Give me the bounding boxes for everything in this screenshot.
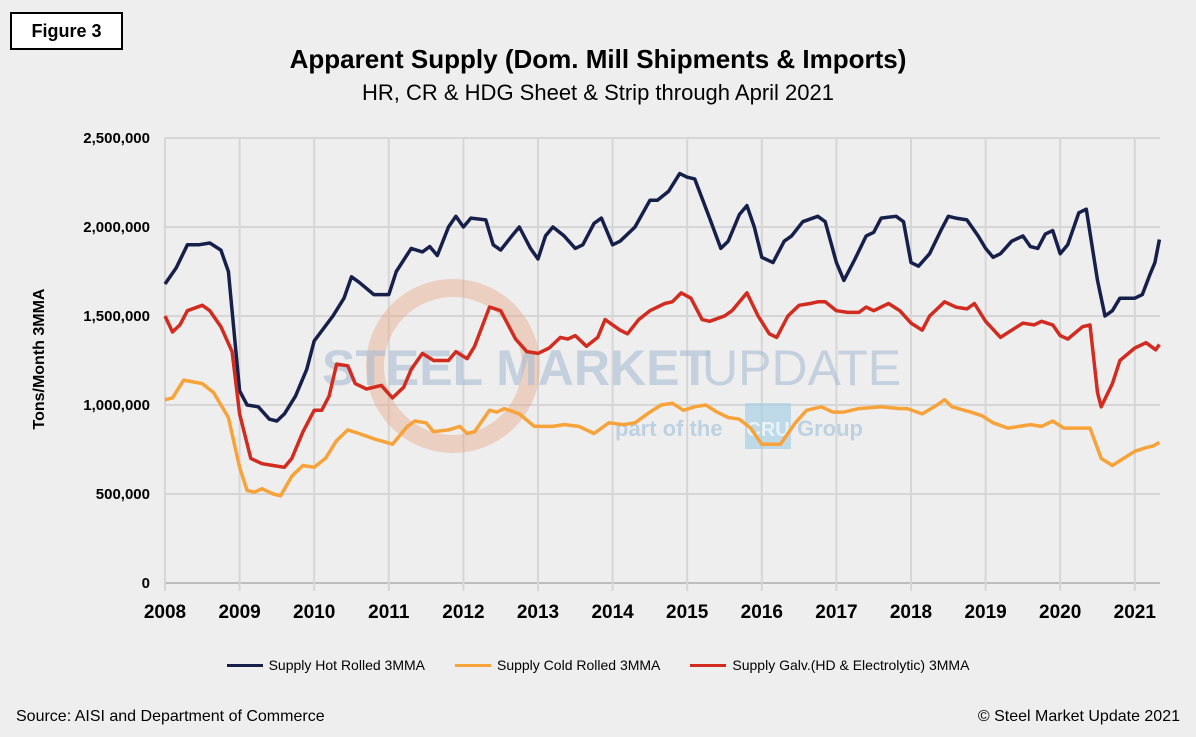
- legend-item-cold-rolled: Supply Cold Rolled 3MMA: [454, 657, 660, 673]
- watermark-logo: STEEL MARKET: [322, 340, 710, 396]
- series-line-cold-rolled: [164, 378, 1161, 498]
- y-tick-label: 2,500,000: [83, 130, 150, 147]
- y-tick-label: 2,000,000: [83, 219, 150, 236]
- y-tick-label: 1,000,000: [83, 397, 150, 414]
- x-tick-label: 2008: [144, 602, 186, 623]
- watermark-ring: [366, 279, 540, 453]
- copyright-note: © Steel Market Update 2021: [977, 708, 1180, 725]
- watermark-logo: part of the: [615, 416, 723, 441]
- chart-title: Apparent Supply (Dom. Mill Shipments & I…: [289, 44, 907, 74]
- x-tick-label: 2018: [890, 602, 932, 623]
- x-tick-label: 2015: [666, 602, 709, 623]
- x-tick-label: 2021: [1114, 602, 1157, 623]
- source-note: Source: AISI and Department of Commerce: [16, 708, 325, 725]
- watermark-logo: UPDATE: [702, 340, 901, 396]
- x-tick-label: 2019: [964, 602, 1006, 623]
- series-line-galv: [163, 291, 1161, 470]
- x-tick-label: 2013: [517, 602, 559, 623]
- x-tick-label: 2016: [741, 602, 783, 623]
- watermark-logo: Group: [797, 416, 863, 441]
- x-tick-label: 2014: [591, 602, 634, 623]
- x-tick-label: 2017: [815, 602, 857, 623]
- chart-subtitle: HR, CR & HDG Sheet & Strip through April…: [362, 80, 834, 105]
- legend: Supply Hot Rolled 3MMA Supply Cold Rolle…: [0, 657, 1196, 673]
- x-tick-label: 2009: [218, 602, 260, 623]
- x-tick-label: 2020: [1039, 602, 1081, 623]
- x-tick-label: 2010: [293, 602, 335, 623]
- x-tick-label: 2011: [368, 602, 410, 623]
- y-tick-label: 1,500,000: [83, 308, 150, 325]
- legend-item-galv: Supply Galv.(HD & Electrolytic) 3MMA: [690, 657, 969, 673]
- series-line-hot-rolled: [163, 171, 1162, 423]
- x-tick-label: 2012: [442, 602, 484, 623]
- figure-label: Figure 3: [10, 12, 123, 50]
- legend-item-hot-rolled: Supply Hot Rolled 3MMA: [226, 657, 425, 673]
- y-tick-label: 500,000: [96, 486, 150, 503]
- y-tick-label: 0: [142, 575, 150, 592]
